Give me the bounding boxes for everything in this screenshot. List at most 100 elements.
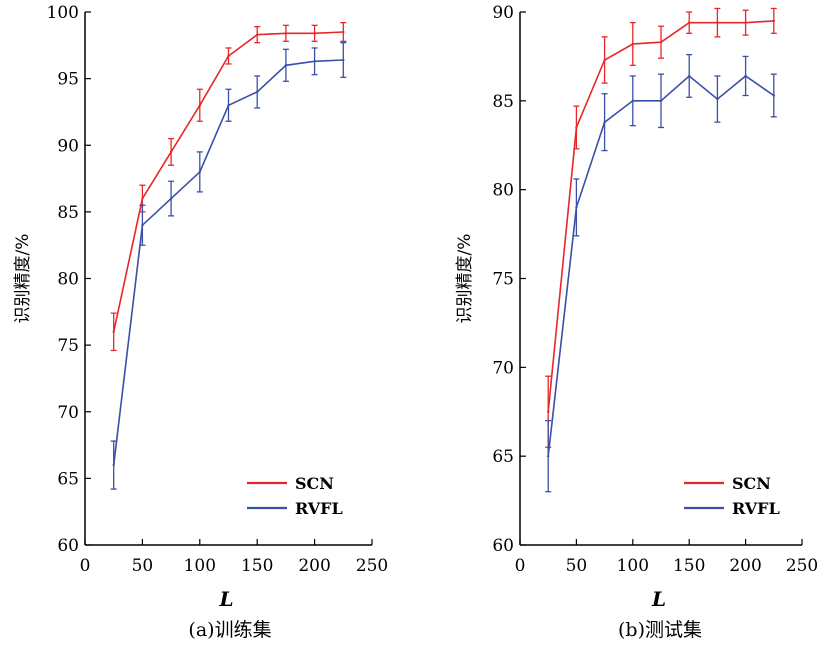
data-point xyxy=(772,94,775,97)
data-point xyxy=(744,74,747,78)
error-bar xyxy=(196,151,203,193)
y-tick-label: 60 xyxy=(492,536,514,556)
data-point xyxy=(716,97,719,101)
error-bar xyxy=(742,55,749,97)
data-point xyxy=(313,32,316,35)
series-rvfl xyxy=(545,53,777,493)
y-tick-label: 70 xyxy=(57,403,79,423)
legend-entry-rvfl: RVFL xyxy=(247,499,343,518)
legend-entry-scn: SCN xyxy=(247,474,334,493)
chart-caption: (a)训练集 xyxy=(188,619,271,641)
x-tick-label: 0 xyxy=(80,556,91,576)
data-point xyxy=(688,21,691,24)
data-point xyxy=(744,21,747,24)
data-point xyxy=(342,58,345,62)
error-bar xyxy=(629,75,636,127)
x-tick-label: 200 xyxy=(729,556,761,576)
data-point xyxy=(547,454,550,458)
data-point xyxy=(256,33,259,36)
data-point xyxy=(313,60,316,63)
data-point xyxy=(772,19,775,23)
y-tick-label: 85 xyxy=(57,203,79,223)
x-tick-label: 150 xyxy=(673,556,705,576)
data-point xyxy=(547,410,550,413)
error-bar xyxy=(658,73,664,129)
error-bar xyxy=(282,48,289,82)
x-tick-label: 250 xyxy=(786,556,818,576)
chart-a: 60 65 70 75 80 85 90 95 100 0 50 100 150 200 250 L 识别精度/… xyxy=(13,3,388,641)
y-tick-label: 95 xyxy=(57,70,79,90)
data-point xyxy=(112,330,115,333)
y-axis-label: 识别精度/% xyxy=(13,234,33,324)
series-line xyxy=(547,74,775,457)
y-tick-label: 90 xyxy=(492,3,514,23)
error-bar xyxy=(686,53,693,98)
data-point xyxy=(659,41,663,44)
y-tick-label: 70 xyxy=(492,358,514,378)
series-scn xyxy=(545,7,777,448)
x-tick-label: 50 xyxy=(132,556,154,576)
error-bar xyxy=(573,105,580,150)
x-tick-label: 150 xyxy=(241,556,273,576)
data-point xyxy=(631,42,634,46)
data-point xyxy=(169,197,173,200)
x-tick-label: 100 xyxy=(184,556,216,576)
data-point xyxy=(575,126,578,129)
error-bar xyxy=(311,47,318,76)
data-point xyxy=(227,104,230,107)
error-bar xyxy=(601,36,608,84)
data-point xyxy=(284,64,288,67)
data-point xyxy=(659,99,663,103)
error-bar xyxy=(110,312,117,352)
data-point xyxy=(688,74,691,78)
error-bar xyxy=(686,11,693,34)
data-point xyxy=(141,224,144,227)
error-bar xyxy=(629,22,636,66)
error-bar xyxy=(770,73,777,118)
error-bar xyxy=(282,24,289,42)
error-bar xyxy=(225,47,232,65)
error-bar xyxy=(573,178,580,237)
series-line xyxy=(112,31,344,332)
data-point xyxy=(198,104,201,107)
data-point xyxy=(284,32,288,35)
y-tick-label: 100 xyxy=(47,3,79,23)
y-tick-label: 65 xyxy=(492,447,514,467)
error-bar xyxy=(601,93,608,152)
legend-label: RVFL xyxy=(295,499,343,518)
y-tick-label: 65 xyxy=(57,469,79,489)
legend-label: SCN xyxy=(732,474,771,493)
y-tick-label: 75 xyxy=(57,336,79,356)
data-point xyxy=(256,90,259,94)
error-bar xyxy=(742,9,749,36)
x-axis-label: L xyxy=(651,587,666,611)
data-point xyxy=(631,99,634,103)
y-tick-label: 60 xyxy=(57,536,79,556)
data-point xyxy=(169,150,173,154)
x-tick-label: 250 xyxy=(356,556,388,576)
data-point xyxy=(227,54,230,58)
data-point xyxy=(603,58,606,62)
error-bar xyxy=(110,440,117,490)
data-point xyxy=(603,120,606,124)
y-tick-label: 90 xyxy=(57,136,79,156)
error-bar xyxy=(714,7,721,38)
error-bar xyxy=(168,137,175,166)
error-bar xyxy=(168,180,175,217)
data-point xyxy=(575,206,578,209)
error-bar xyxy=(196,88,203,122)
x-tick-label: 200 xyxy=(298,556,330,576)
x-tick-label: 0 xyxy=(515,556,526,576)
y-tick-label: 80 xyxy=(492,181,514,201)
x-axis-label: L xyxy=(218,587,233,611)
series-rvfl xyxy=(110,41,347,490)
y-tick-label: 75 xyxy=(492,270,514,290)
error-bar xyxy=(340,22,347,42)
legend-label: SCN xyxy=(295,474,334,493)
y-axis-label: 识别精度/% xyxy=(455,234,475,324)
data-point xyxy=(141,197,144,200)
error-bar xyxy=(714,75,721,123)
x-tick-label: 50 xyxy=(566,556,588,576)
y-tick-label: 80 xyxy=(57,270,79,290)
